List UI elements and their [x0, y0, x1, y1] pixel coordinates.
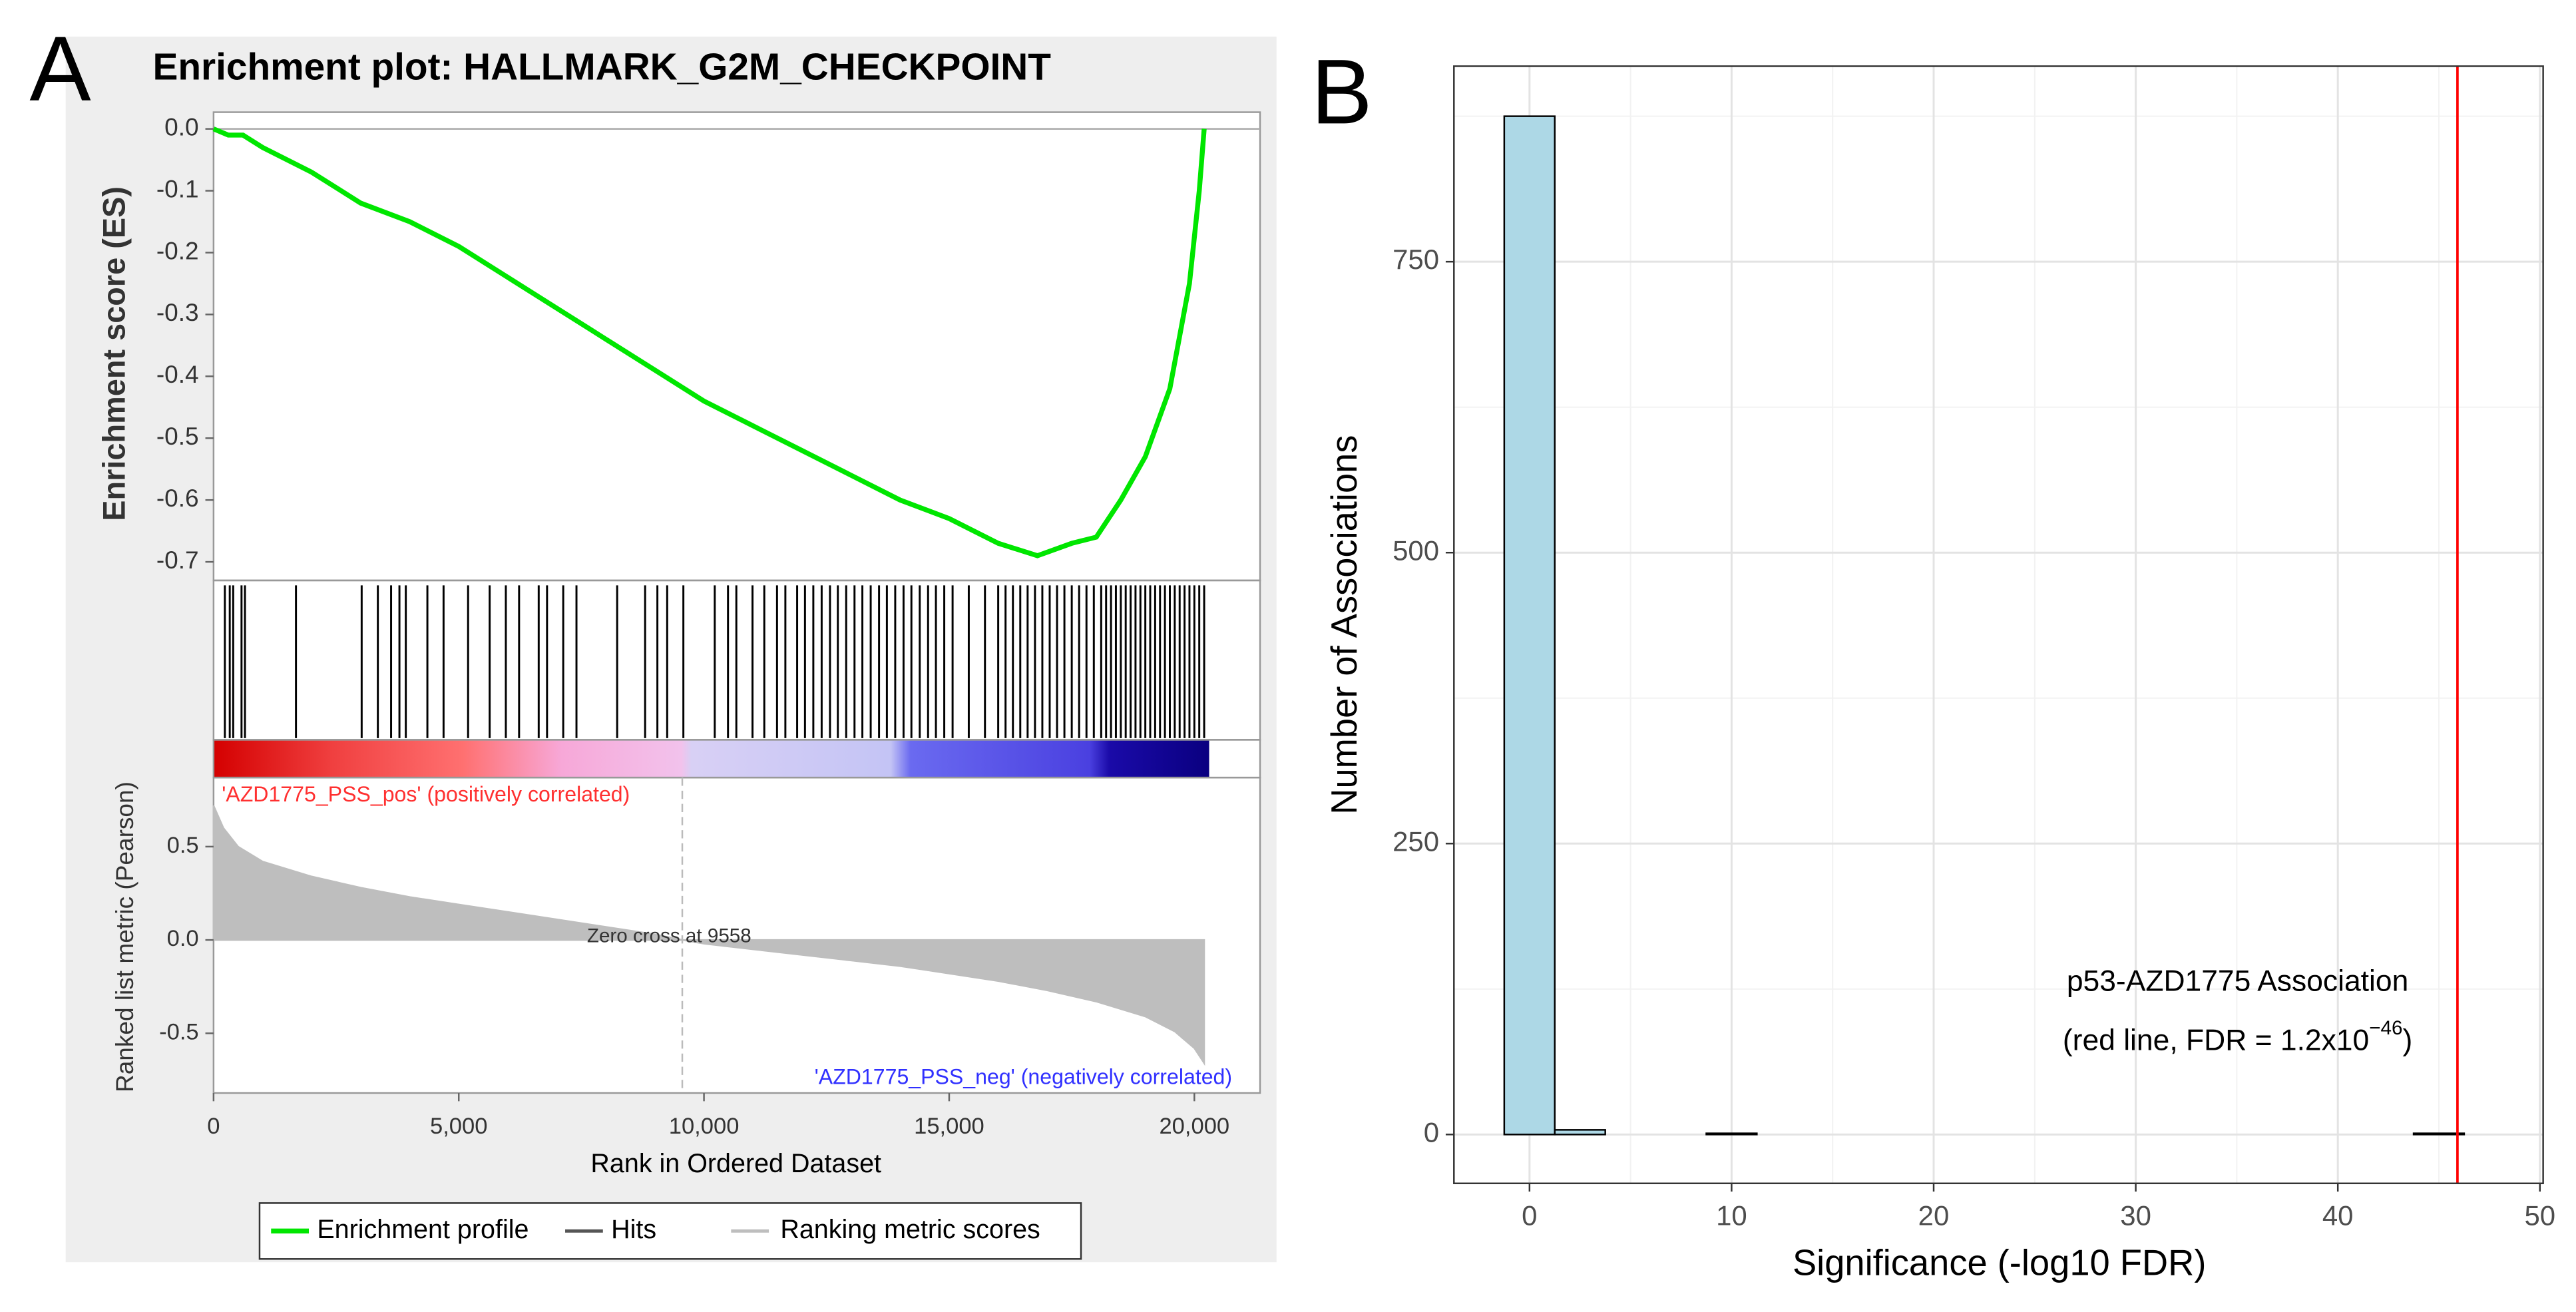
y-tick-label: 0.0	[164, 112, 198, 140]
legend-label: Ranking metric scores	[780, 1215, 1040, 1244]
es-line	[212, 126, 1207, 558]
y-axis-label: Enrichment score (ES)	[97, 186, 132, 521]
x-tick-label: 10,000	[669, 1114, 740, 1139]
y-tick-label: 0.0	[167, 926, 199, 951]
annotation-exponent: −46	[2369, 1017, 2402, 1039]
plot-b-background	[1454, 66, 2543, 1184]
bar	[1503, 115, 1556, 1136]
y-tick-label: -0.3	[156, 298, 199, 326]
y-tick-label: -0.5	[156, 422, 199, 450]
x-tick-label: 5,000	[430, 1114, 487, 1139]
neg-label: 'AZD1775_PSS_neg' (negatively correlated…	[815, 1064, 1232, 1088]
y-tick-label: -0.4	[156, 360, 199, 388]
y-tick-label: -0.2	[156, 236, 199, 264]
x-tick-label: 20,000	[1159, 1114, 1229, 1139]
y-axis-label: Ranked list metric (Pearson)	[110, 781, 138, 1092]
y-tick-label: -0.7	[156, 546, 199, 574]
legend-box	[258, 1202, 1082, 1260]
y-tick-label: 750	[1393, 244, 1439, 275]
x-tick-label: 20	[1918, 1200, 1950, 1231]
bar	[1705, 1132, 1758, 1136]
panel-label: A	[29, 18, 91, 120]
x-tick-label: 0	[207, 1114, 220, 1139]
x-tick-label: 50	[2524, 1200, 2555, 1231]
y-tick-label: 250	[1393, 825, 1439, 857]
y-tick-label: 0	[1424, 1116, 1439, 1148]
x-axis-label: Rank in Ordered Dataset	[590, 1149, 881, 1178]
x-tick-label: 30	[2120, 1200, 2151, 1231]
annotation-part: )	[2402, 1024, 2412, 1056]
y-tick-label: -0.5	[159, 1019, 199, 1044]
y-tick-label: -0.1	[156, 174, 199, 202]
pos-label: 'AZD1775_PSS_pos' (positively correlated…	[222, 782, 630, 806]
annotation: (red line, FDR = 1.2x10−46)	[2063, 1017, 2412, 1057]
zero-cross-label: Zero cross at 9558	[587, 925, 751, 947]
x-tick-label: 40	[2322, 1200, 2354, 1231]
x-tick-label: 10	[1716, 1200, 1747, 1231]
x-tick-label: 0	[1522, 1200, 1537, 1231]
y-tick-label: 500	[1393, 535, 1439, 566]
bar	[1554, 1129, 1606, 1136]
legend-label: Hits	[611, 1215, 656, 1244]
y-axis-label: Number of Associations	[1324, 435, 1365, 814]
y-tick-label: 0.5	[167, 833, 199, 858]
x-axis-label: Significance (-log10 FDR)	[1793, 1243, 2206, 1283]
bar	[2412, 1132, 2466, 1136]
annotation: p53-AZD1775 Association	[2067, 965, 2408, 997]
rank-color-bar	[213, 740, 1209, 778]
annotation-part: (red line, FDR = 1.2x10	[2063, 1024, 2369, 1056]
metric-area	[212, 805, 1205, 1066]
y-tick-label: -0.6	[156, 484, 199, 512]
panel-label: B	[1311, 41, 1373, 143]
legend-label: Enrichment profile	[317, 1215, 529, 1244]
plot-frame	[1453, 65, 2544, 1184]
x-tick-label: 15,000	[914, 1114, 984, 1139]
chart-title: Enrichment plot: HALLMARK_G2M_CHECKPOINT	[153, 46, 1052, 88]
